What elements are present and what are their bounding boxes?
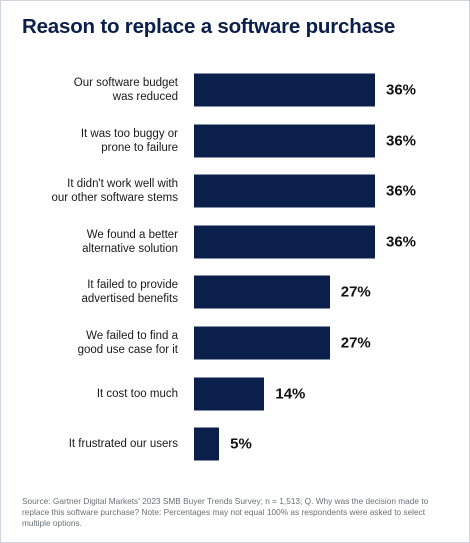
value-label: 36% bbox=[386, 81, 417, 99]
chart-title: Reason to replace a software purchase bbox=[22, 15, 396, 38]
value-label: 27% bbox=[340, 283, 371, 301]
value-label: 14% bbox=[275, 385, 306, 403]
bar bbox=[194, 174, 375, 208]
value-label: 5% bbox=[230, 435, 252, 453]
value-label: 36% bbox=[386, 182, 417, 200]
source-note: Source: Gartner Digital Markets' 2023 SM… bbox=[22, 496, 429, 528]
bar bbox=[194, 124, 375, 158]
value-label: 36% bbox=[386, 132, 417, 150]
category-label: It frustrated our users bbox=[68, 438, 178, 451]
bar bbox=[194, 275, 330, 309]
category-label: It didn't work well with our other softw… bbox=[51, 178, 178, 205]
category-label: It failed to provide advertised benefits bbox=[81, 279, 178, 306]
bar bbox=[194, 326, 330, 360]
category-label: Our software budget was reduced bbox=[73, 77, 178, 103]
value-label: 36% bbox=[386, 233, 417, 251]
bar bbox=[194, 73, 375, 107]
category-label: It cost too much bbox=[96, 387, 178, 400]
bar bbox=[194, 377, 265, 411]
bar bbox=[194, 427, 220, 461]
bar bbox=[194, 225, 375, 259]
category-label: We found a better alternative solution bbox=[82, 228, 178, 255]
category-label: It was too buggy or prone to failure bbox=[80, 127, 178, 154]
category-label: We failed to find a good use case for it bbox=[77, 330, 178, 356]
value-label: 27% bbox=[340, 334, 371, 352]
bar-chart: Our software budget was reduced 36% It was… bbox=[1, 61, 469, 471]
